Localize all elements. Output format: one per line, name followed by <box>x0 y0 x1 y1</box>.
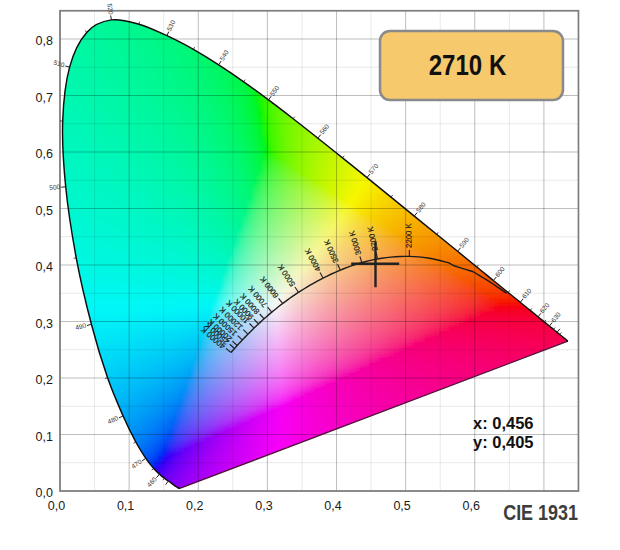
svg-text:0,3: 0,3 <box>255 499 272 513</box>
svg-text:0,5: 0,5 <box>393 499 410 513</box>
svg-text:0,2: 0,2 <box>186 499 203 513</box>
svg-text:0,1: 0,1 <box>36 430 53 444</box>
svg-text:0,3: 0,3 <box>36 317 53 331</box>
svg-text:0,4: 0,4 <box>324 499 341 513</box>
svg-text:0,5: 0,5 <box>36 204 53 218</box>
svg-text:0,2: 0,2 <box>36 373 53 387</box>
svg-text:x: 0,456: x: 0,456 <box>473 414 534 432</box>
svg-text:0,6: 0,6 <box>36 147 53 161</box>
svg-text:0,1: 0,1 <box>117 499 134 513</box>
svg-text:y: 0,405: y: 0,405 <box>473 433 534 451</box>
svg-text:0,7: 0,7 <box>36 91 53 105</box>
svg-text:500: 500 <box>49 183 61 191</box>
svg-text:2200 K: 2200 K <box>404 222 413 248</box>
svg-text:2710 K: 2710 K <box>429 48 507 81</box>
svg-text:0,0: 0,0 <box>36 486 53 500</box>
svg-text:CIE 1931: CIE 1931 <box>503 500 578 524</box>
svg-text:0,6: 0,6 <box>463 499 480 513</box>
svg-text:0,4: 0,4 <box>36 260 53 274</box>
svg-text:0,8: 0,8 <box>36 34 53 48</box>
svg-text:0,0: 0,0 <box>48 499 65 513</box>
